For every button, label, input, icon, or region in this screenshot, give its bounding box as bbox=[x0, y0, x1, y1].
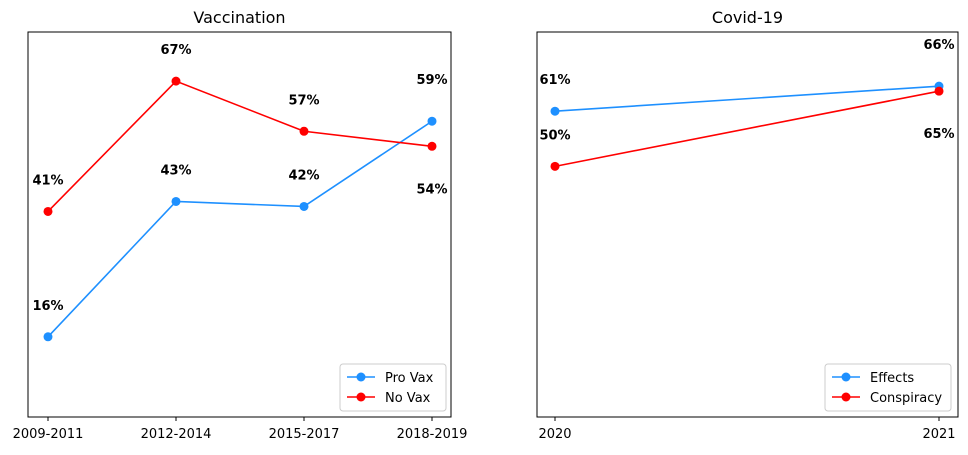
data-label: 61% bbox=[539, 73, 570, 88]
series-line-effects bbox=[554, 85, 940, 113]
data-label: 59% bbox=[416, 73, 447, 88]
data-label: 43% bbox=[160, 163, 191, 178]
data-label: 66% bbox=[923, 38, 954, 53]
plot-frame bbox=[536, 31, 959, 418]
data-point bbox=[171, 196, 181, 206]
data-label: 42% bbox=[288, 168, 319, 183]
data-point bbox=[550, 161, 560, 171]
legend-box bbox=[824, 363, 952, 412]
data-point bbox=[299, 201, 309, 211]
data-label: 67% bbox=[160, 43, 191, 58]
series-line-pro-vax bbox=[47, 120, 433, 338]
chart-title: Covid-19 bbox=[712, 8, 783, 27]
data-point bbox=[299, 126, 309, 136]
legend-marker bbox=[841, 392, 851, 402]
legend-box bbox=[339, 363, 447, 412]
data-label: 41% bbox=[32, 173, 63, 188]
series-line-conspiracy bbox=[554, 90, 940, 168]
series-line-no-vax bbox=[47, 80, 433, 213]
data-point bbox=[550, 106, 560, 116]
legend-marker bbox=[356, 392, 366, 402]
legend-label: Conspiracy bbox=[870, 391, 942, 406]
data-label: 54% bbox=[416, 182, 447, 197]
x-tick-label: 2015-2017 bbox=[269, 427, 340, 442]
chart-panel-2: Covid-19 2020 2021 61% 66% 50% 65% Effects Consp… bbox=[536, 8, 959, 442]
data-point bbox=[427, 116, 437, 126]
data-label: 57% bbox=[288, 93, 319, 108]
legend-label: Effects bbox=[870, 371, 914, 386]
data-label: 65% bbox=[923, 127, 954, 142]
x-tick-label: 2012-2014 bbox=[141, 427, 212, 442]
data-point bbox=[43, 332, 53, 342]
legend-marker bbox=[356, 372, 366, 382]
legend-label: Pro Vax bbox=[385, 371, 434, 386]
x-tick-label: 2020 bbox=[538, 427, 571, 442]
legend: Effects Conspiracy bbox=[824, 363, 952, 412]
data-point bbox=[43, 206, 53, 216]
legend: Pro Vax No Vax bbox=[339, 363, 447, 412]
x-tick-label: 2018-2019 bbox=[397, 427, 468, 442]
chart-title: Vaccination bbox=[193, 8, 285, 27]
plot-frame bbox=[27, 31, 452, 418]
chart-panel-1: Vaccination 2009-2011 2012-2014 2015-2017 20… bbox=[13, 8, 468, 442]
data-label: 16% bbox=[32, 299, 63, 314]
x-tick-label: 2021 bbox=[922, 427, 955, 442]
data-label: 50% bbox=[539, 128, 570, 143]
data-point bbox=[171, 76, 181, 86]
x-tick-label: 2009-2011 bbox=[13, 427, 84, 442]
data-point bbox=[427, 141, 437, 151]
data-point bbox=[934, 86, 944, 96]
legend-marker bbox=[841, 372, 851, 382]
legend-label: No Vax bbox=[385, 391, 431, 406]
